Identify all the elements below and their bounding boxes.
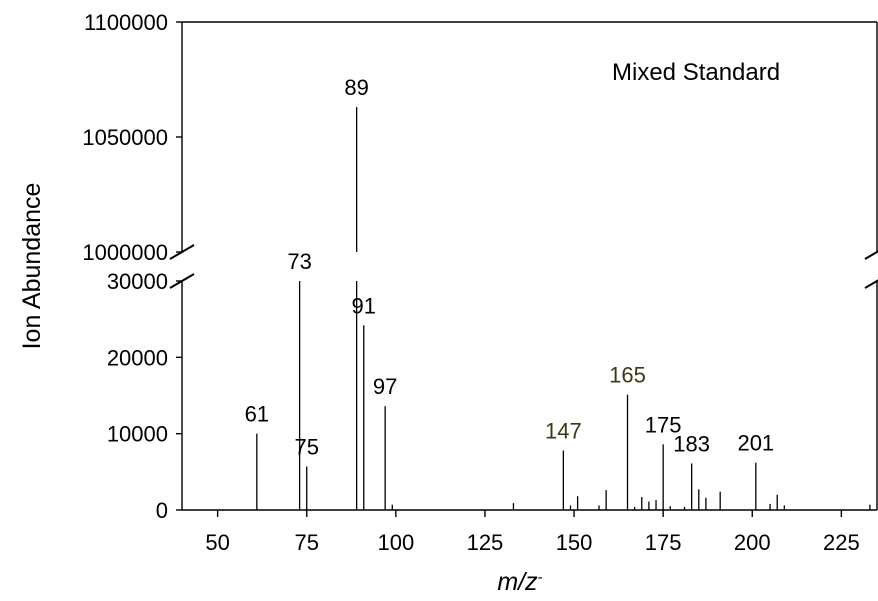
peak-label: 175 [645, 412, 682, 437]
axes-layer: 0 10000 20000 30000 1000000 1050000 1100000 50 7… [82, 10, 878, 555]
x-tick-label: 150 [556, 530, 593, 555]
x-tick-label: 200 [734, 530, 771, 555]
axis-break-mark-right-lower [864, 279, 878, 289]
y-tick-label: 1100000 [84, 10, 168, 35]
chart-annotation: Mixed Standard [612, 59, 780, 86]
peak-label: 147 [545, 418, 582, 443]
x-axis-label-superscript: - [538, 569, 543, 586]
peak-label: 201 [737, 431, 774, 456]
y-tick-label: 1000000 [82, 240, 168, 265]
x-tick-label: 75 [295, 530, 319, 555]
x-tick-label: 125 [467, 530, 504, 555]
peak-label: 165 [609, 363, 646, 388]
peak-label: 61 [245, 402, 269, 427]
peaks-layer [256, 107, 871, 510]
axis-break-mark-right-upper [864, 250, 878, 260]
peak-label: 183 [673, 431, 710, 456]
peak-label: 73 [287, 249, 311, 274]
x-axis-label: m/z- [497, 568, 542, 596]
y-tick-label: 20000 [107, 345, 168, 370]
peak-label: 89 [344, 75, 368, 100]
y-tick-label: 30000 [107, 269, 168, 294]
x-tick-label: 50 [205, 530, 229, 555]
x-tick-label: 100 [377, 530, 414, 555]
x-tick-label: 175 [645, 530, 682, 555]
x-axis-label-text: m/z [497, 568, 538, 596]
y-tick-label: 1050000 [82, 125, 168, 150]
y-tick-label: 10000 [107, 422, 168, 447]
peak-label: 75 [295, 434, 319, 459]
y-tick-label: 0 [156, 498, 168, 523]
x-tick-label: 225 [823, 530, 860, 555]
peak-label: 97 [373, 374, 397, 399]
y-axis-label: Ion Abundance [18, 183, 46, 350]
peak-label: 91 [352, 293, 376, 318]
